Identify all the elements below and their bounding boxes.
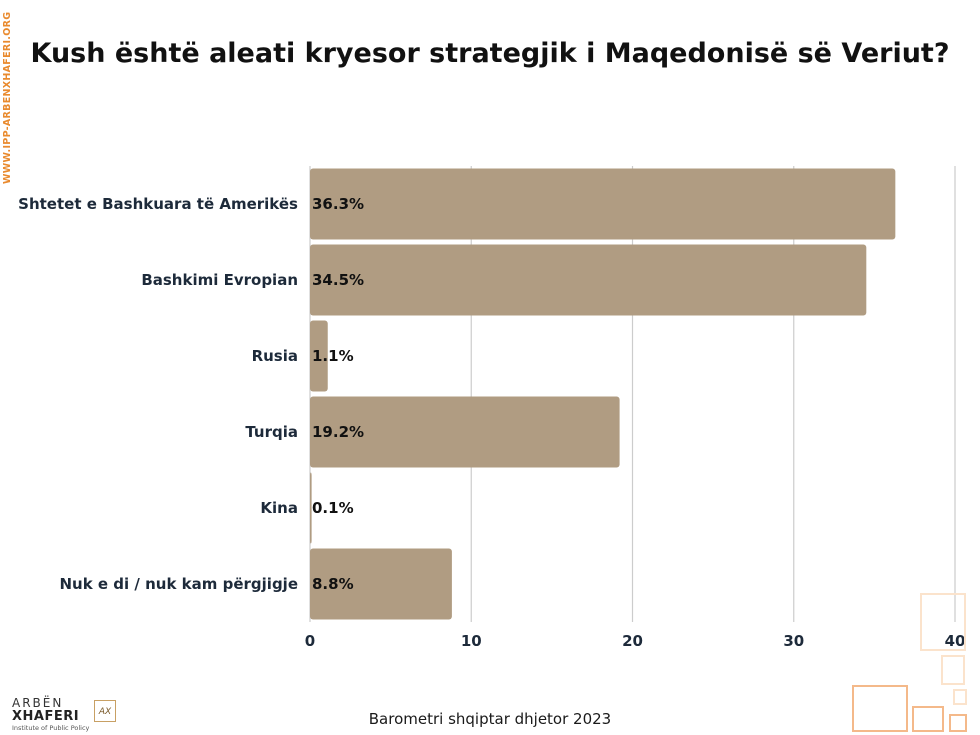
- x-tick-label: 40: [945, 632, 966, 650]
- chart-title: Kush është aleati kryesor strategjik i M…: [30, 38, 950, 69]
- category-label: Bashkimi Evropian: [141, 271, 298, 289]
- category-label: Nuk e di / nuk kam përgjigje: [59, 575, 298, 593]
- logo-line1: ARBËN: [12, 696, 64, 710]
- bar: [310, 320, 328, 392]
- x-tick-label: 10: [461, 632, 482, 650]
- data-label: 34.5%: [312, 271, 364, 289]
- logo-mark: AX: [94, 700, 116, 722]
- bar: [310, 244, 867, 316]
- institute-logo: ARBËN XHAFERI Institute of Public Policy…: [12, 696, 122, 732]
- data-label: 8.8%: [312, 575, 354, 593]
- category-label: Turqia: [245, 423, 298, 441]
- bar: [310, 548, 452, 620]
- category-label: Shtetet e Bashkuara të Amerikës: [18, 195, 298, 213]
- category-label: Rusia: [252, 347, 298, 365]
- bar: [310, 168, 896, 240]
- logo-line3: Institute of Public Policy: [12, 724, 90, 732]
- category-label: Kina: [260, 499, 298, 517]
- logo-line2: XHAFERI: [12, 709, 80, 724]
- bar: [310, 472, 312, 544]
- data-label: 1.1%: [312, 347, 354, 365]
- x-tick-label: 0: [305, 632, 315, 650]
- data-label: 0.1%: [312, 499, 354, 517]
- footer-source: Barometri shqiptar dhjetor 2023: [368, 710, 612, 728]
- x-tick-label: 30: [783, 632, 804, 650]
- bar: [310, 396, 620, 468]
- data-label: 36.3%: [312, 195, 364, 213]
- x-tick-label: 20: [622, 632, 643, 650]
- data-label: 19.2%: [312, 423, 364, 441]
